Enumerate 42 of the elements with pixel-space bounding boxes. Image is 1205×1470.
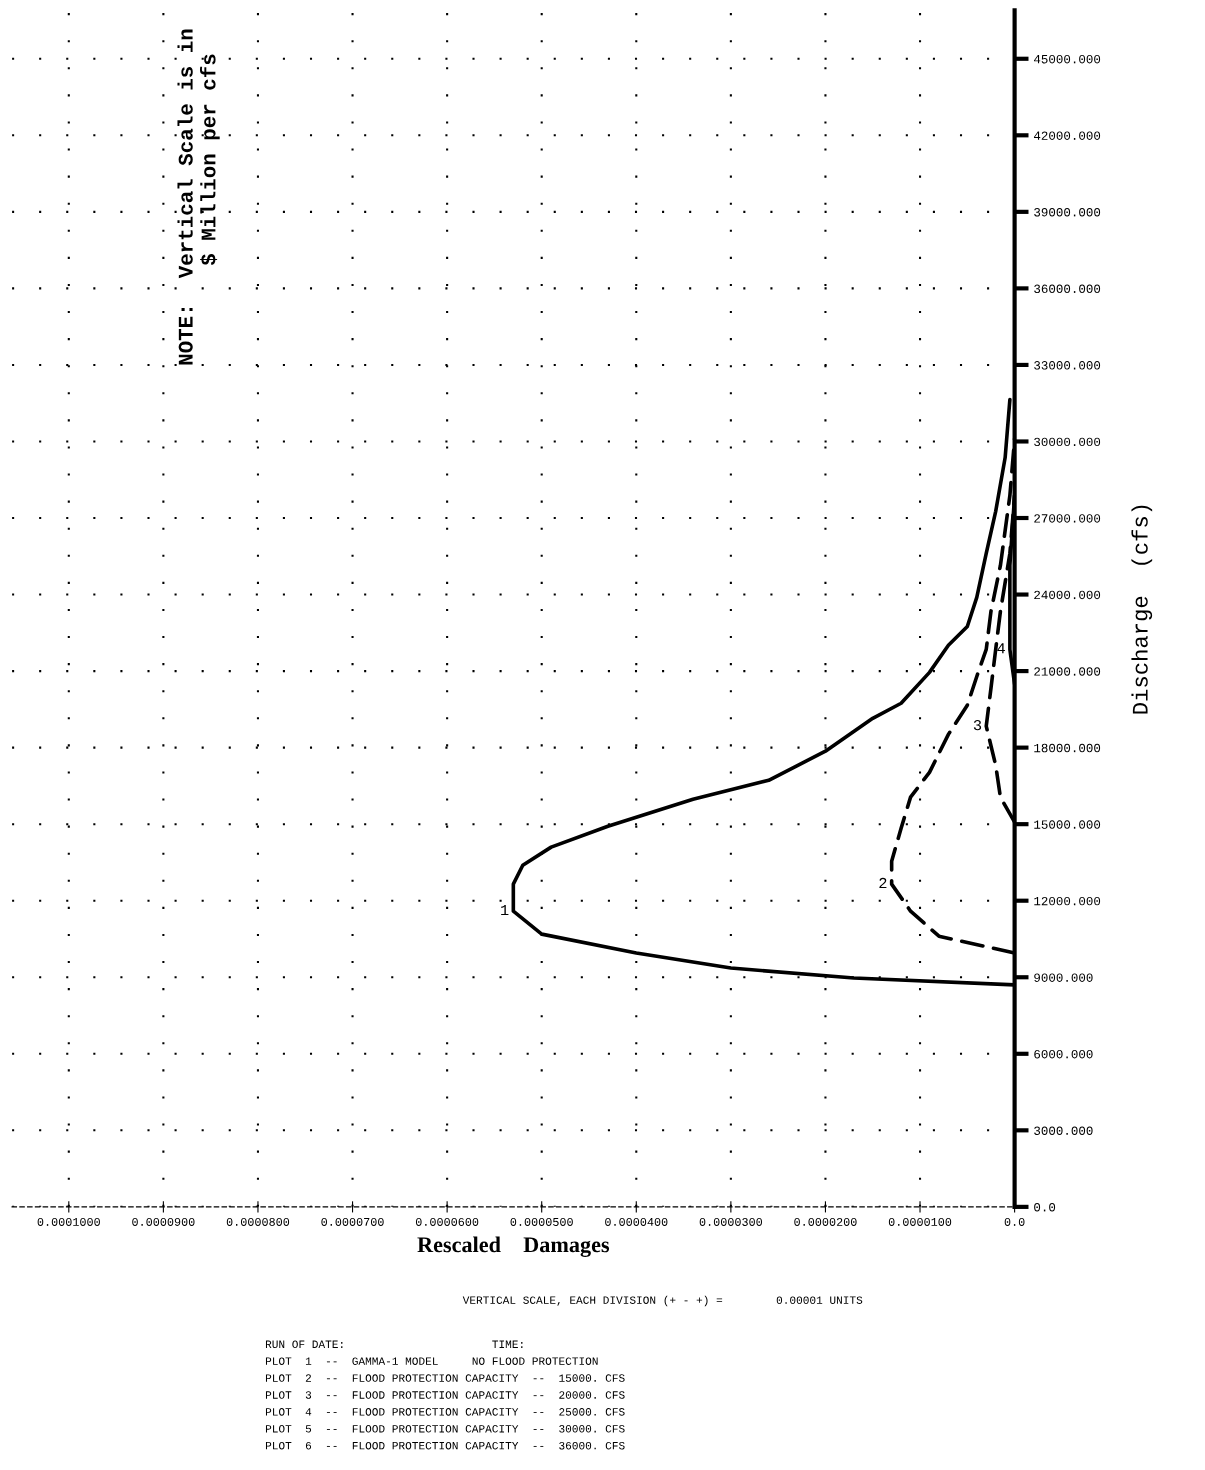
text: PLOT 4 -- FLOOD PROTECTION CAPACITY -- 25000. CFS — [265, 1408, 625, 1416]
series-label: 3 — [973, 719, 982, 731]
x-tick-label: 0.0000200 — [794, 1217, 857, 1226]
y-tick-label: 18000.000 — [1034, 743, 1101, 753]
x-tick-label: 0.0 — [1004, 1217, 1025, 1226]
y-tick-label: 6000.000 — [1034, 1049, 1093, 1059]
x-tick-label: 0.0000600 — [415, 1217, 479, 1226]
x-tick-label: 0.0000700 — [321, 1217, 384, 1226]
series-label: 1 — [501, 905, 509, 916]
x-axis-title: Rescaled Damages — [417, 1236, 610, 1257]
y-tick-label: 30000.000 — [1034, 437, 1101, 447]
y-tick-label: 39000.000 — [1034, 208, 1101, 217]
text: PLOT 3 -- FLOOD PROTECTION CAPACITY -- 20000. CFS — [265, 1391, 625, 1399]
x-tick-label: 0.0000900 — [132, 1217, 195, 1226]
annotation: NOTE: Vertical Scale is in $ Million per cfs — [177, 29, 220, 365]
series-label: 2 — [879, 877, 887, 889]
y-axis-title: Discharge (cfs) — [1131, 505, 1153, 714]
x-tick-label: 0.0000100 — [888, 1217, 952, 1226]
x-tick-label: 0.0001000 — [37, 1217, 100, 1226]
y-tick-label: 9000.000 — [1034, 973, 1093, 982]
text: RUN OF DATE: TIME: — [265, 1340, 523, 1349]
y-tick-label: 33000.000 — [1034, 361, 1101, 370]
text: VERTICAL SCALE, EACH DIVISION (+ - +) = 0.00001 UNITS — [462, 1295, 863, 1307]
y-tick-label: 36000.000 — [1034, 284, 1101, 294]
y-tick-label: 15000.000 — [1034, 820, 1101, 829]
x-tick-label: 0.0000500 — [510, 1217, 573, 1226]
text: PLOT 1 -- GAMMA-1 MODEL NO FLOOD PROTECTION — [265, 1357, 598, 1365]
text: PLOT 5 -- FLOOD PROTECTION CAPACITY -- 30000. CFS — [265, 1425, 625, 1433]
y-tick-label: 21000.000 — [1034, 667, 1101, 676]
y-tick-label: 0.0 — [1034, 1203, 1056, 1212]
y-tick-label: 3000.000 — [1034, 1126, 1093, 1135]
y-tick-label: 12000.000 — [1034, 896, 1101, 906]
y-tick-label: 24000.000 — [1034, 590, 1101, 600]
text: PLOT 6 -- FLOOD PROTECTION CAPACITY -- 36000. CFS — [265, 1441, 625, 1450]
series-label: 4 — [997, 643, 1005, 654]
x-tick-label: 0.0000800 — [226, 1217, 290, 1226]
y-tick-label: 42000.000 — [1033, 131, 1101, 140]
x-tick-label: 0.0000400 — [605, 1217, 668, 1226]
y-tick-label: 45000.000 — [1033, 54, 1101, 64]
y-tick-label: 27000.000 — [1034, 514, 1101, 523]
text: PLOT 2 -- FLOOD PROTECTION CAPACITY -- 15000. CFS — [265, 1374, 625, 1382]
x-tick-label: 0.0000300 — [699, 1217, 763, 1226]
